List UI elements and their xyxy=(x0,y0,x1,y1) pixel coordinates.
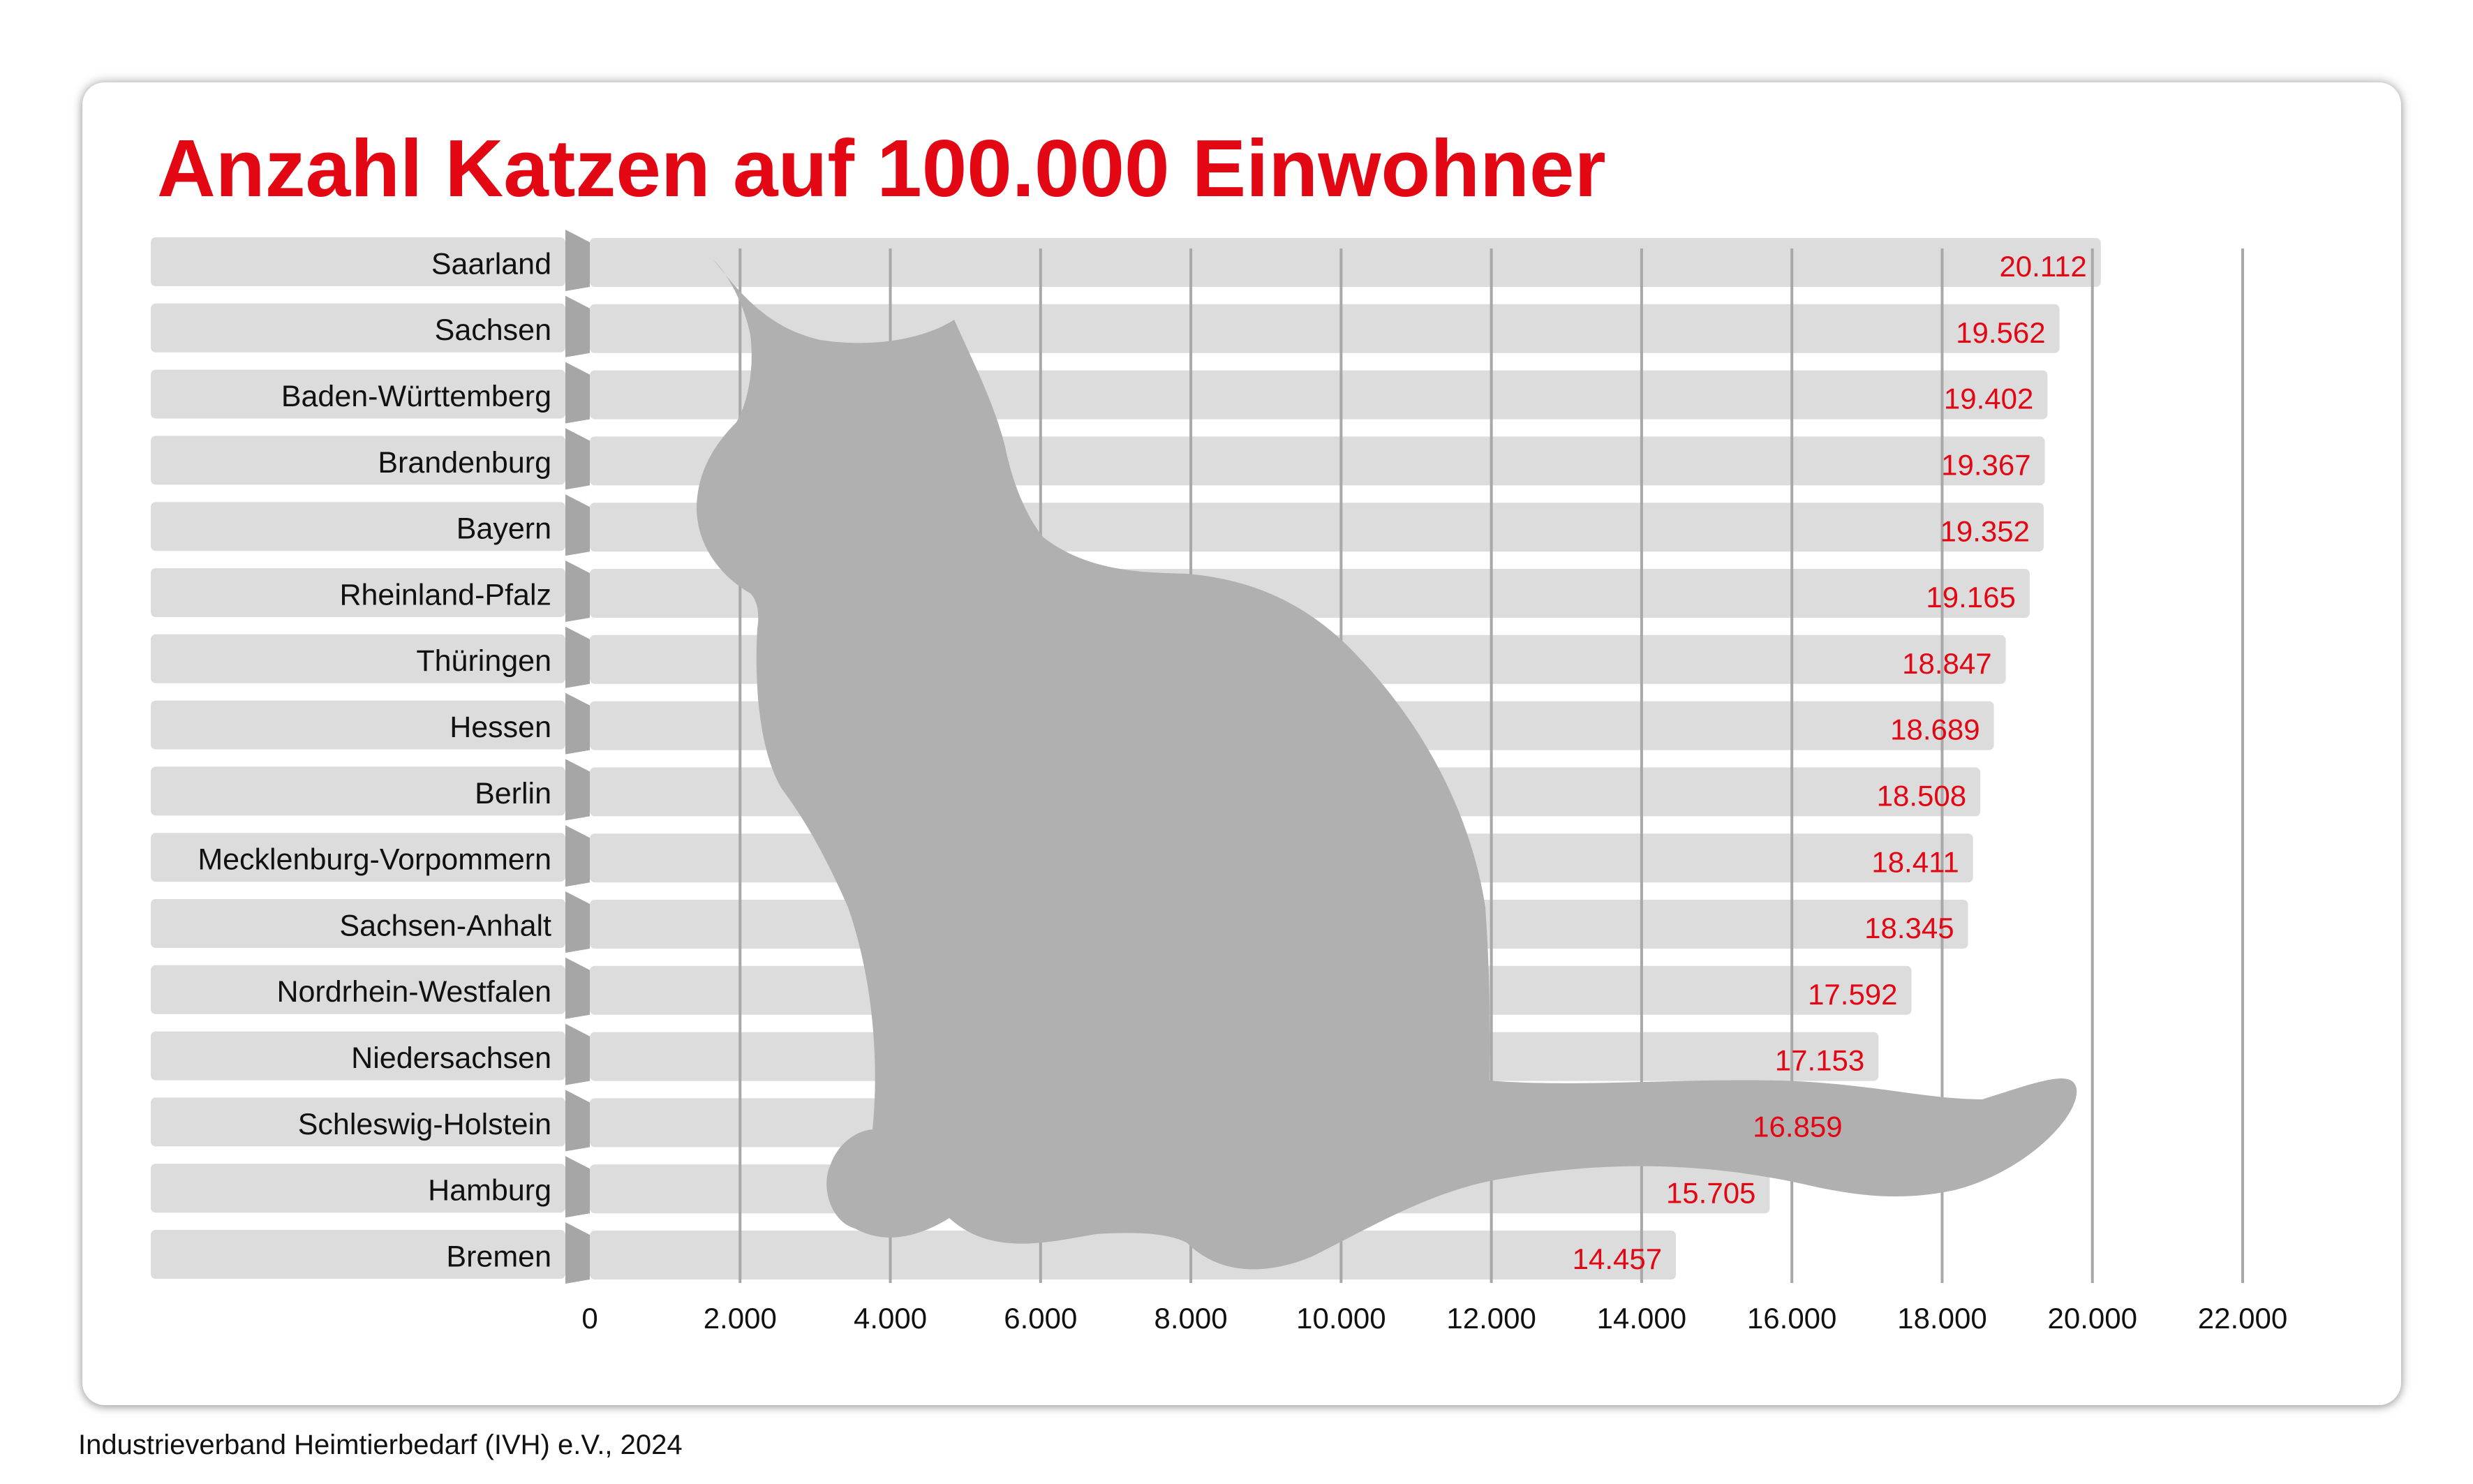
x-tick-label: 0 xyxy=(581,1302,597,1335)
category-label: Nordrhein-Westfalen xyxy=(276,975,551,1009)
label-tab xyxy=(151,833,565,882)
bar-side xyxy=(565,295,590,357)
x-tick-label: 12.000 xyxy=(1446,1302,1536,1335)
bar-side xyxy=(565,1090,590,1152)
value-label: 18.345 xyxy=(1864,912,1954,944)
label-tab xyxy=(151,1230,565,1279)
bar-side xyxy=(565,561,590,622)
category-label: Baden-Württemberg xyxy=(281,380,551,413)
label-tab xyxy=(151,1031,565,1081)
x-tick-label: 16.000 xyxy=(1747,1302,1836,1335)
category-label: Bayern xyxy=(456,512,551,546)
category-label: Thüringen xyxy=(416,644,551,678)
value-label: 19.352 xyxy=(1940,514,2030,547)
category-label: Hamburg xyxy=(428,1174,551,1208)
category-label: Brandenburg xyxy=(378,446,551,480)
category-label: Mecklenburg-Vorpommern xyxy=(198,843,551,877)
value-label: 18.508 xyxy=(1877,779,1966,812)
bar-side xyxy=(565,1222,590,1284)
label-tab xyxy=(151,1164,565,1213)
x-tick-label: 18.000 xyxy=(1897,1302,1986,1335)
x-tick-label: 4.000 xyxy=(854,1302,927,1335)
category-label: Hessen xyxy=(450,711,551,744)
label-tab xyxy=(151,369,565,419)
label-tab xyxy=(151,634,565,683)
label-tab xyxy=(151,899,565,948)
label-tab xyxy=(151,502,565,551)
bar-side xyxy=(565,1023,590,1085)
value-label: 19.165 xyxy=(1926,581,2015,614)
x-tick-label: 10.000 xyxy=(1296,1302,1386,1335)
value-label: 19.562 xyxy=(1956,316,2045,349)
value-label: 19.402 xyxy=(1944,383,2033,415)
cat-silhouette xyxy=(697,260,2077,1270)
value-label: 18.411 xyxy=(1871,845,1959,878)
x-tick-label: 6.000 xyxy=(1004,1302,1077,1335)
category-label: Niedersachsen xyxy=(351,1041,551,1075)
value-label: 18.847 xyxy=(1902,647,1991,680)
bar xyxy=(590,238,2101,287)
bar-side xyxy=(565,494,590,556)
x-axis-tick-labels: 0 2.000 4.000 6.000 8.000 10.000 12.000 14.000 1… xyxy=(581,1302,2287,1335)
value-label: 20.112 xyxy=(1999,250,2086,283)
label-tab xyxy=(151,237,565,286)
value-label: 15.705 xyxy=(1666,1176,1755,1209)
category-label: Rheinland-Pfalz xyxy=(339,578,551,611)
label-tab xyxy=(151,766,565,816)
bar-side xyxy=(565,230,590,291)
category-label: Sachsen xyxy=(435,313,551,347)
bar-side xyxy=(565,825,590,887)
label-tab xyxy=(151,700,565,750)
x-tick-label: 8.000 xyxy=(1154,1302,1228,1335)
bar-side xyxy=(565,692,590,755)
label-tab xyxy=(151,436,565,485)
bar-side xyxy=(565,759,590,821)
category-label: Sachsen-Anhalt xyxy=(339,909,551,942)
bar-side xyxy=(565,957,590,1019)
value-label: 17.592 xyxy=(1808,978,1897,1011)
value-label: 17.153 xyxy=(1775,1044,1864,1077)
bar-side xyxy=(565,1156,590,1218)
value-label: 16.859 xyxy=(1753,1110,1842,1143)
chart-title: Anzahl Katzen auf 100.000 Einwohner xyxy=(157,123,1606,214)
x-tick-label: 22.000 xyxy=(2198,1302,2287,1335)
label-tab xyxy=(151,1097,565,1147)
label-tab xyxy=(151,568,565,617)
source-note: Industrieverband Heimtierbedarf (IVH) e.… xyxy=(78,1430,683,1460)
bar-side xyxy=(565,362,590,424)
value-labels: 20.112 19.562 19.402 19.367 19.352 19.165 18.8… xyxy=(1573,250,2087,1275)
bar-side xyxy=(565,626,590,688)
bar xyxy=(590,1231,1677,1279)
value-label: 19.367 xyxy=(1941,448,2030,481)
label-tab xyxy=(151,965,565,1014)
x-tick-label: 2.000 xyxy=(704,1302,777,1335)
x-tick-label: 20.000 xyxy=(2047,1302,2137,1335)
value-label: 14.457 xyxy=(1573,1242,1662,1275)
category-label: Saarland xyxy=(431,247,551,281)
category-label: Berlin xyxy=(475,777,551,810)
bar-side xyxy=(565,428,590,490)
bar-side xyxy=(565,891,590,953)
category-labels: Saarland Sachsen Baden-Württemberg Brandenb… xyxy=(151,237,565,1279)
x-tick-label: 14.000 xyxy=(1597,1302,1686,1335)
category-label: Bremen xyxy=(446,1240,551,1273)
value-label: 18.689 xyxy=(1890,713,1980,746)
category-label: Schleswig-Holstein xyxy=(298,1108,551,1141)
label-tab xyxy=(151,303,565,353)
